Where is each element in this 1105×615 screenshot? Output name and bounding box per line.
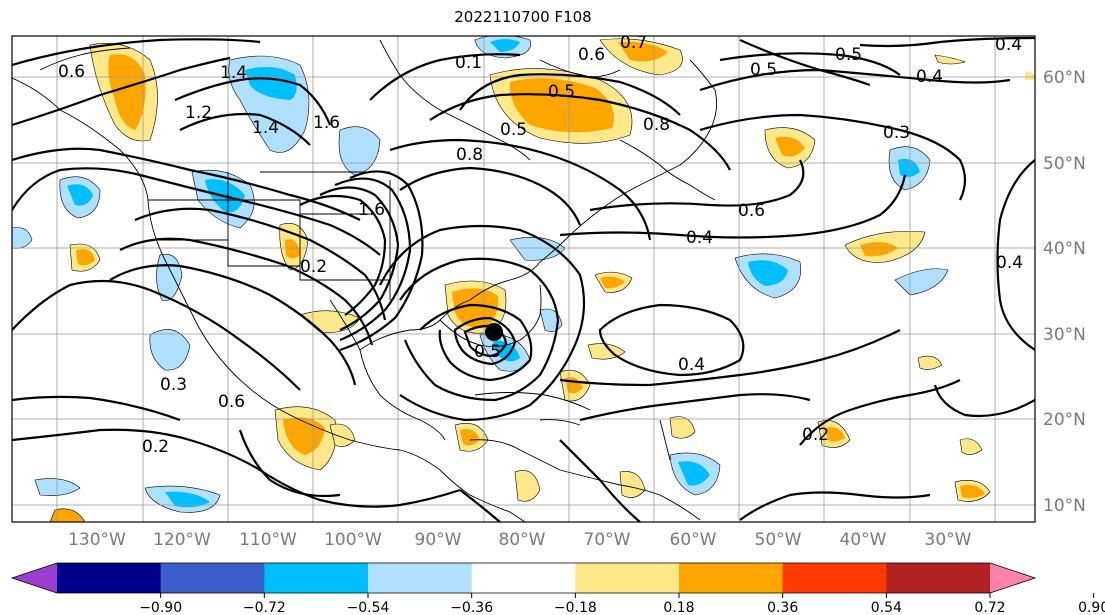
colorbar: −0.90 −0.72 −0.54 −0.36 −0.18 0.18 0.36 0.54 0.7… [10, 562, 1105, 615]
contour-lines [12, 36, 1035, 522]
contour-label-group: 0.6 1.4 1.2 1.4 1.6 0.1 0.6 0.7 0.5 0.8 … [58, 33, 1023, 457]
colorbar-segment [782, 563, 887, 593]
lat-label: 50°N [1043, 154, 1086, 174]
lon-label: 30°W [925, 530, 972, 550]
contour-label: 0.6 [58, 62, 85, 82]
lat-label: 30°N [1043, 325, 1086, 345]
contour-label: 0.8 [456, 145, 483, 165]
colorbar-tick-label: −0.36 [450, 600, 493, 615]
colorbar-segment [575, 563, 680, 593]
lon-label: 70°W [584, 530, 631, 550]
contour-label: 0.7 [620, 33, 647, 53]
contour-label: 0.6 [218, 392, 245, 412]
contour-label: 1.6 [313, 113, 340, 133]
lon-label: 90°W [415, 530, 462, 550]
colorbar-tick-label: 0.18 [663, 600, 694, 615]
contour-label: 0.5 [750, 60, 777, 80]
lon-label: 100°W [324, 530, 382, 550]
contour-label: 1.4 [220, 63, 247, 83]
lon-label: 80°W [499, 530, 546, 550]
contour-label: 0.2 [300, 257, 327, 277]
colorbar-segment [160, 563, 265, 593]
lon-label: 40°W [840, 530, 887, 550]
contour-label: 0.1 [455, 53, 482, 73]
latitude-labels: 60°N 50°N 40°N 30°N 20°N 10°N [1043, 68, 1086, 516]
colorbar-tick-label: −0.54 [347, 600, 390, 615]
contour-label: 0.4 [678, 355, 705, 375]
contour-label: 0.5 [474, 342, 501, 362]
colorbar-outline [10, 562, 1037, 594]
lat-label: 40°N [1043, 239, 1086, 259]
colorbar-segment [471, 563, 576, 593]
map-frame [11, 35, 1036, 523]
contour-label: 0.2 [142, 437, 169, 457]
colorbar-segment [886, 563, 991, 593]
contour-label: 1.2 [185, 103, 212, 123]
contour-label: 0.5 [548, 82, 575, 102]
lon-label: 130°W [68, 530, 126, 550]
colorbar-segment [264, 563, 369, 593]
colorbar-tick-label: 0.54 [871, 600, 902, 615]
contour-label: 0.6 [738, 201, 765, 221]
contour-label: 0.4 [916, 67, 943, 87]
colorbar-extend-low [12, 563, 57, 593]
lat-label: 10°N [1043, 496, 1086, 516]
contour-label: 0.8 [643, 115, 670, 135]
colorbar-tick-label: 0.90 [1078, 600, 1105, 615]
colorbar-tick-label: 0.36 [767, 600, 798, 615]
contour-label: 0.5 [835, 45, 862, 65]
lon-label: 50°W [755, 530, 802, 550]
contour-label: 0.3 [883, 123, 910, 143]
contour-label: 0.4 [996, 253, 1023, 273]
positive-anomaly-shading [49, 38, 1035, 522]
colorbar-tick-label: −0.90 [139, 600, 182, 615]
colorbar-tick-label: 0.72 [974, 600, 1005, 615]
colorbar-segment [57, 563, 162, 593]
lat-label: 60°N [1043, 68, 1086, 88]
lat-label: 20°N [1043, 410, 1086, 430]
cyclone-center-marker [485, 323, 503, 341]
colorbar-extend-high [990, 563, 1035, 593]
contour-label: 0.6 [578, 45, 605, 65]
contour-label: 0.2 [802, 425, 829, 445]
colorbar-segment [679, 563, 784, 593]
colorbar-tick-label: −0.18 [554, 600, 597, 615]
contour-label: 0.5 [500, 120, 527, 140]
lon-label: 60°W [670, 530, 717, 550]
map-title: 2022110700 F108 [454, 8, 592, 26]
contour-label: 0.3 [160, 375, 187, 395]
contour-label: 1.4 [252, 118, 279, 138]
contour-label: 1.6 [358, 200, 385, 220]
lon-label: 120°W [153, 530, 211, 550]
colorbar-segment [368, 563, 473, 593]
colorbar-tick-label: −0.72 [243, 600, 286, 615]
contour-label: 0.4 [995, 35, 1022, 55]
lon-label: 110°W [239, 530, 297, 550]
longitude-labels: 130°W 120°W 110°W 100°W 90°W 80°W 70°W 6… [68, 530, 972, 550]
contour-label: 0.4 [686, 228, 713, 248]
graticule [12, 36, 1035, 522]
